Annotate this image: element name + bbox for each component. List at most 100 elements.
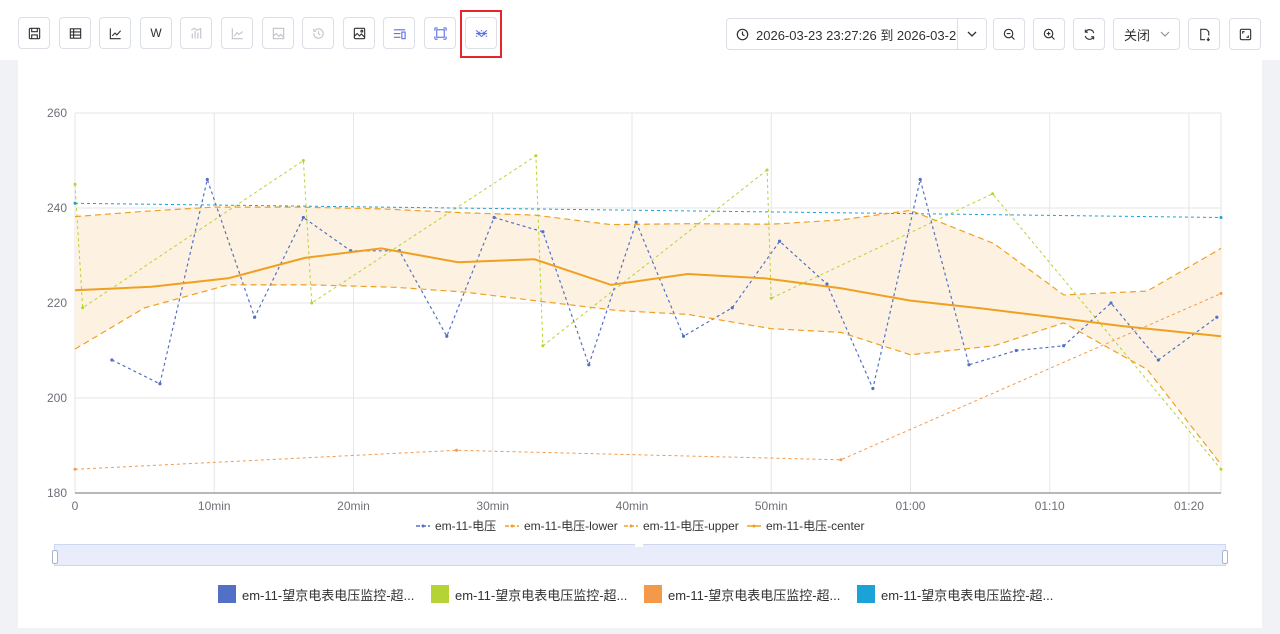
threshold-point: [301, 159, 305, 162]
threshold-point: [73, 467, 77, 471]
fullscreen-icon: [1239, 28, 1251, 40]
selected-button-highlight: [460, 10, 502, 58]
refresh-button[interactable]: [1073, 18, 1105, 50]
image-edit-button[interactable]: [343, 17, 375, 49]
slider-right-handle[interactable]: [1222, 550, 1228, 564]
threshold-point: [81, 306, 85, 310]
legend-item[interactable]: em-11-望京电表电压监控-超...: [857, 583, 1053, 605]
data-point: [1156, 358, 1160, 362]
legend-swatch: [218, 585, 236, 603]
y-tick-label: 180: [47, 486, 67, 500]
image-edit-icon: [353, 27, 365, 39]
image-frame-icon: [272, 27, 284, 39]
export-file-icon: [1199, 28, 1210, 41]
list-settings-button[interactable]: [383, 17, 415, 49]
list-settings-icon: [393, 28, 406, 39]
threshold-point: [310, 301, 314, 305]
data-point: [110, 358, 114, 362]
data-point: [825, 282, 829, 286]
threshold-point: [541, 344, 545, 348]
band-chart-button[interactable]: [465, 17, 497, 49]
refresh-icon: [1084, 28, 1094, 40]
x-tick-label: 01:00: [895, 499, 925, 513]
x-tick-label: 30min: [476, 499, 509, 513]
legend-item[interactable]: em-11-望京电表电压监控-超...: [431, 583, 627, 605]
line-chart-button[interactable]: [99, 17, 131, 49]
legend-label: em-11-电压-lower: [524, 519, 618, 533]
legend-swatch: [857, 585, 875, 603]
scale-frame-button[interactable]: [424, 17, 456, 49]
series-line: [74, 247, 1222, 338]
slider-left-handle[interactable]: [52, 550, 58, 564]
data-point: [730, 306, 734, 310]
chevron-down-icon: [967, 31, 977, 37]
data-point: [1014, 348, 1018, 353]
threshold-point: [73, 201, 77, 205]
export-button[interactable]: [1188, 18, 1220, 50]
threshold-point: [991, 192, 995, 196]
threshold-point: [1219, 292, 1223, 295]
y-tick-label: 200: [47, 391, 67, 405]
legend-marker: [421, 524, 425, 528]
time-range-picker[interactable]: 2026-03-23 23:27:26 到 2026-03-2: [726, 18, 958, 50]
data-point: [301, 215, 305, 220]
auto-refresh-select[interactable]: 关闭: [1113, 18, 1180, 50]
w-text-icon: W: [150, 26, 162, 40]
history-button[interactable]: [302, 17, 334, 49]
slider-grip[interactable]: [635, 544, 643, 547]
legend-marker: [752, 524, 756, 528]
x-tick-label: 0: [72, 499, 79, 513]
toolbar: W 2026-03-23 23:27:26 到 2026-03-2: [0, 0, 1280, 60]
y-tick-label: 240: [47, 201, 67, 215]
legend-label: em-11-电压-upper: [643, 519, 739, 533]
y-tick-label: 220: [47, 296, 67, 310]
table-view-button[interactable]: [59, 17, 91, 49]
bar-chart-button[interactable]: [180, 17, 212, 49]
data-point: [967, 363, 971, 367]
band-chart-icon: [475, 29, 487, 37]
w-button[interactable]: W: [140, 17, 172, 49]
threshold-point: [73, 182, 77, 186]
data-point: [681, 334, 686, 338]
x-tick-label: 40min: [616, 499, 649, 513]
legend-swatch: [431, 585, 449, 603]
legend-item[interactable]: em-11-望京电表电压监控-超...: [218, 583, 414, 605]
legend-label: em-11-望京电表电压监控-超...: [668, 587, 841, 603]
legend-label: em-11-电压: [435, 519, 496, 533]
data-point: [871, 386, 875, 391]
data-point: [492, 215, 496, 220]
line-chart-icon: [109, 27, 121, 39]
threshold-point: [1219, 467, 1223, 471]
clock-icon: [736, 28, 749, 41]
data-point: [1215, 315, 1219, 319]
data-point: [1109, 301, 1113, 305]
image-frame-button[interactable]: [262, 17, 294, 49]
zoom-out-icon: [1003, 28, 1015, 40]
legend-label: em-11-望京电表电压监控-超...: [455, 587, 628, 603]
series-legend: em-11-望京电表电压监控-超... em-11-望京电表电压监控-超... …: [218, 583, 1118, 605]
legend-label: em-11-电压-center: [766, 519, 864, 533]
data-point: [158, 382, 162, 386]
threshold-point: [765, 168, 769, 172]
fullscreen-button[interactable]: [1229, 18, 1261, 50]
threshold-point: [769, 296, 773, 300]
zoom-in-icon: [1043, 28, 1055, 40]
zoom-in-button[interactable]: [1033, 18, 1065, 50]
legend-label: em-11-望京电表电压监控-超...: [881, 587, 1054, 603]
legend-item[interactable]: em-11-望京电表电压监控-超...: [644, 583, 840, 605]
history-icon: [312, 27, 324, 39]
x-tick-label: 50min: [755, 499, 788, 513]
data-point: [253, 315, 257, 319]
data-zoom-slider[interactable]: [52, 544, 1228, 566]
zoom-out-button[interactable]: [993, 18, 1025, 50]
area-chart-button[interactable]: [221, 17, 253, 49]
table-icon: [69, 27, 81, 39]
y-tick-label: 260: [47, 106, 67, 120]
x-tick-label: 01:20: [1174, 499, 1204, 513]
auto-refresh-value: 关闭: [1124, 27, 1151, 43]
save-chart-button[interactable]: [18, 17, 50, 49]
time-range-dropdown[interactable]: [957, 18, 987, 50]
data-point: [777, 239, 782, 243]
bar-chart-icon: [190, 27, 201, 39]
save-chart-icon: [28, 27, 40, 39]
